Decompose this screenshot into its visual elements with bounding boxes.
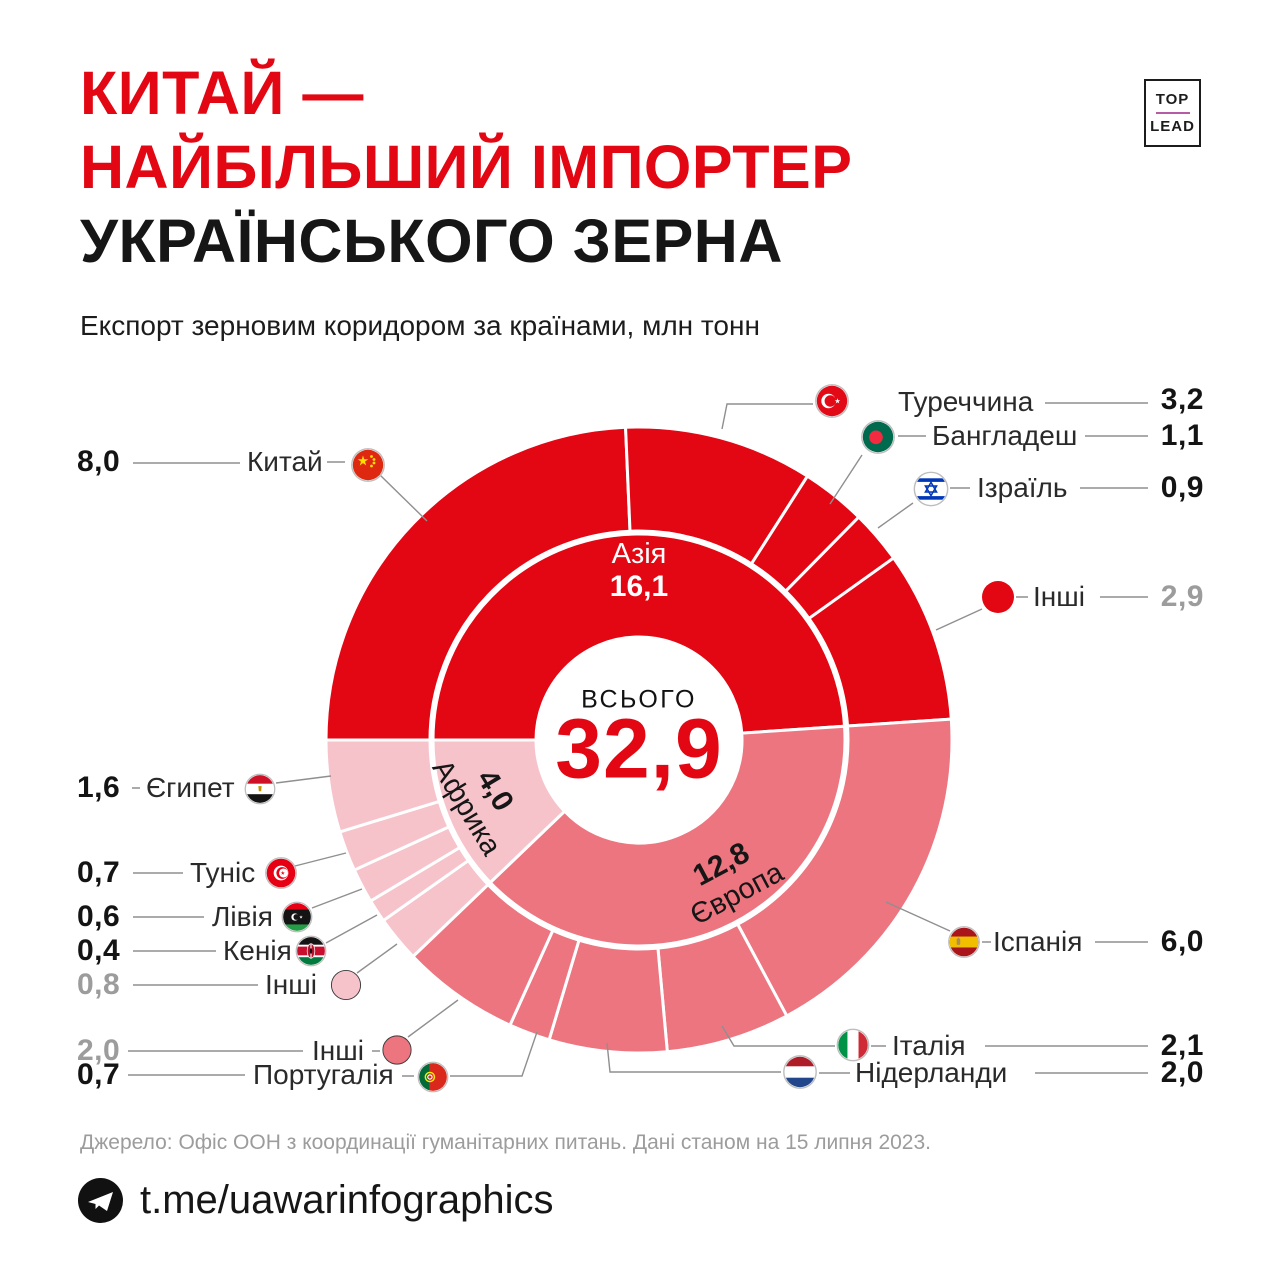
label-tunisia: Туніс <box>190 857 256 888</box>
telegram-link[interactable]: t.me/uawarinfographics <box>78 1178 554 1223</box>
others-africa-dot <box>330 969 362 1001</box>
label-china: Китай <box>247 446 323 477</box>
value-others-europe: 2,0 <box>77 1034 121 1067</box>
value-egypt: 1,6 <box>77 771 121 804</box>
value-netherlands: 2,0 <box>1160 1056 1204 1089</box>
page-title: КИТАЙ — НАЙБІЛЬШИЙ ІМПОРТЕР УКРАЇНСЬКОГО… <box>80 56 852 278</box>
label-egypt: Єгипет <box>146 772 235 803</box>
title-line-2: НАЙБІЛЬШИЙ ІМПОРТЕР <box>80 133 853 201</box>
value-turkey: 3,2 <box>1160 383 1204 416</box>
value-others-asia: 2,9 <box>1160 580 1204 613</box>
total-value: 32,9 <box>555 701 723 796</box>
value-others-africa: 0,8 <box>77 968 121 1001</box>
flag-turkey-icon <box>815 384 849 418</box>
toplead-logo: TOP LEAD <box>1144 79 1201 147</box>
value-spain: 6,0 <box>1160 925 1204 958</box>
value-tunisia: 0,7 <box>77 856 121 889</box>
flag-bangladesh-icon <box>861 420 895 454</box>
flag-netherlands-icon <box>783 1055 817 1089</box>
title-line-3: УКРАЇНСЬКОГО ЗЕРНА <box>80 207 783 275</box>
label-bangladesh: Бангладеш <box>932 420 1078 451</box>
flag-libya-icon <box>281 901 313 933</box>
label-others-africa: Інші <box>265 969 317 1000</box>
label-others-asia: Інші <box>1033 581 1085 612</box>
value-israel: 0,9 <box>1160 471 1204 504</box>
telegram-icon <box>78 1178 123 1223</box>
value-portugal: 0,7 <box>77 1058 121 1091</box>
others-europe-dot <box>382 1035 413 1066</box>
telegram-url: t.me/uawarinfographics <box>140 1178 554 1222</box>
flag-tunisia-icon <box>265 857 297 889</box>
flag-spain-icon <box>948 926 980 958</box>
label-others-europe: Інші <box>312 1035 364 1066</box>
total-label: ВСЬОГО <box>581 685 697 714</box>
segment-country-Іспанія <box>735 717 954 1018</box>
label-israel: Ізраїль <box>977 472 1068 503</box>
flag-italy-icon <box>836 1028 870 1062</box>
chart-subtitle: Експорт зерновим коридором за країнами, … <box>80 310 760 341</box>
segment-continent-Азія <box>431 532 847 742</box>
ring-label-asia: Азія 16,1 <box>610 538 668 604</box>
label-netherlands: Нідерланди <box>855 1057 1008 1088</box>
label-turkey: Туреччина <box>898 386 1034 417</box>
ring-label-asia-name: Азія <box>611 537 667 570</box>
others-asia-dot <box>981 580 1015 614</box>
title-line-1: КИТАЙ — <box>80 59 364 127</box>
segment-continent-Європа <box>488 724 847 948</box>
value-kenya: 0,4 <box>77 934 121 967</box>
label-italy: Італія <box>892 1030 966 1061</box>
flag-kenya-icon <box>295 935 327 967</box>
value-china: 8,0 <box>77 445 121 478</box>
segment-continent-Африка <box>431 738 567 885</box>
toplead-logo-top: TOP <box>1155 91 1190 108</box>
label-libya: Лівія <box>212 901 273 932</box>
segment-country-Єгипет <box>324 738 442 834</box>
label-spain: Іспанія <box>993 926 1083 957</box>
value-italy: 2,1 <box>1160 1029 1204 1062</box>
toplead-logo-lead: LEAD <box>1150 118 1195 135</box>
value-libya: 0,6 <box>77 900 121 933</box>
label-portugal: Португалія <box>253 1059 394 1090</box>
flag-portugal-icon <box>417 1061 449 1093</box>
value-bangladesh: 1,1 <box>1160 419 1204 452</box>
label-kenya: Кенія <box>223 935 292 966</box>
donut-chart <box>324 425 954 1055</box>
flag-israel-icon <box>913 471 949 507</box>
segment-country-Китай <box>324 425 632 742</box>
flag-egypt-icon <box>244 773 276 805</box>
toplead-logo-divider <box>1155 112 1190 114</box>
ring-label-asia-value: 16,1 <box>609 570 669 604</box>
source-note: Джерело: Офіс ООН з координації гуманіта… <box>80 1131 931 1154</box>
flag-china-icon <box>351 448 385 482</box>
